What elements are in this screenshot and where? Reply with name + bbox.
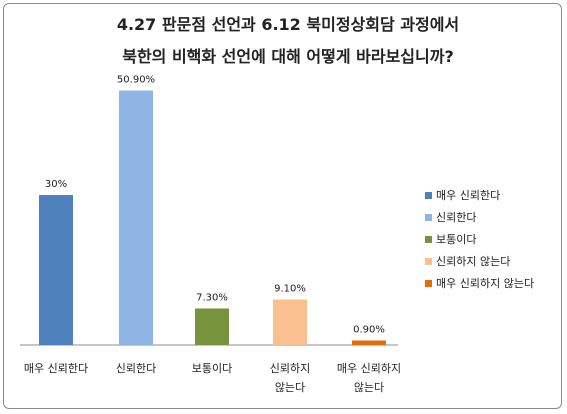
legend-label-4: 신뢰하지 않는다 [436, 254, 510, 268]
x-tick-label-1: 매우 신뢰한다 [24, 362, 88, 375]
data-label-1: 30% [45, 179, 67, 190]
bar-2 [119, 90, 153, 345]
legend-label-3: 보통이다 [436, 233, 476, 246]
legend-label-2: 신뢰한다 [436, 211, 476, 224]
bars-group [39, 90, 386, 345]
chart-title-line-2: 북한의 비핵화 선언에 대해 어떻게 바라보십니까? [122, 47, 454, 66]
legend-swatch-3 [425, 236, 432, 243]
legend-swatch-4 [425, 258, 432, 265]
x-tick-label-2: 신뢰한다 [116, 362, 156, 375]
legend-swatch-2 [425, 214, 432, 221]
data-label-4: 9.10% [274, 284, 306, 295]
x-tick-label-3: 보통이다 [192, 362, 232, 375]
bar-4 [273, 299, 307, 345]
data-label-3: 7.30% [196, 293, 228, 304]
legend-swatch-5 [425, 280, 432, 287]
bar-3 [195, 308, 229, 345]
legend-swatch-1 [425, 192, 432, 199]
x-tick-label-5-line-1: 매우 신뢰하지 [337, 361, 401, 375]
chart-title: 4.27 판문점 선언과 6.12 북미정상회담 과정에서 북한의 비핵화 선언… [117, 15, 459, 66]
chart-title-line-1: 4.27 판문점 선언과 6.12 북미정상회담 과정에서 [117, 15, 459, 34]
x-tick-label-4-line-2: 않는다 [275, 381, 305, 394]
data-labels-group: 30% 50.90% 7.30% 9.10% 0.90% [45, 75, 385, 336]
bar-1 [39, 195, 73, 345]
legend-label-5: 매우 신뢰하지 않는다 [436, 276, 534, 290]
data-label-2: 50.90% [117, 75, 155, 86]
bar-5 [352, 340, 386, 345]
x-tick-label-4-line-1: 신뢰하지 [270, 361, 310, 375]
data-label-5: 0.90% [353, 325, 385, 336]
legend-label-1: 매우 신뢰한다 [436, 189, 500, 202]
x-tick-label-5-line-2: 않는다 [354, 381, 384, 394]
